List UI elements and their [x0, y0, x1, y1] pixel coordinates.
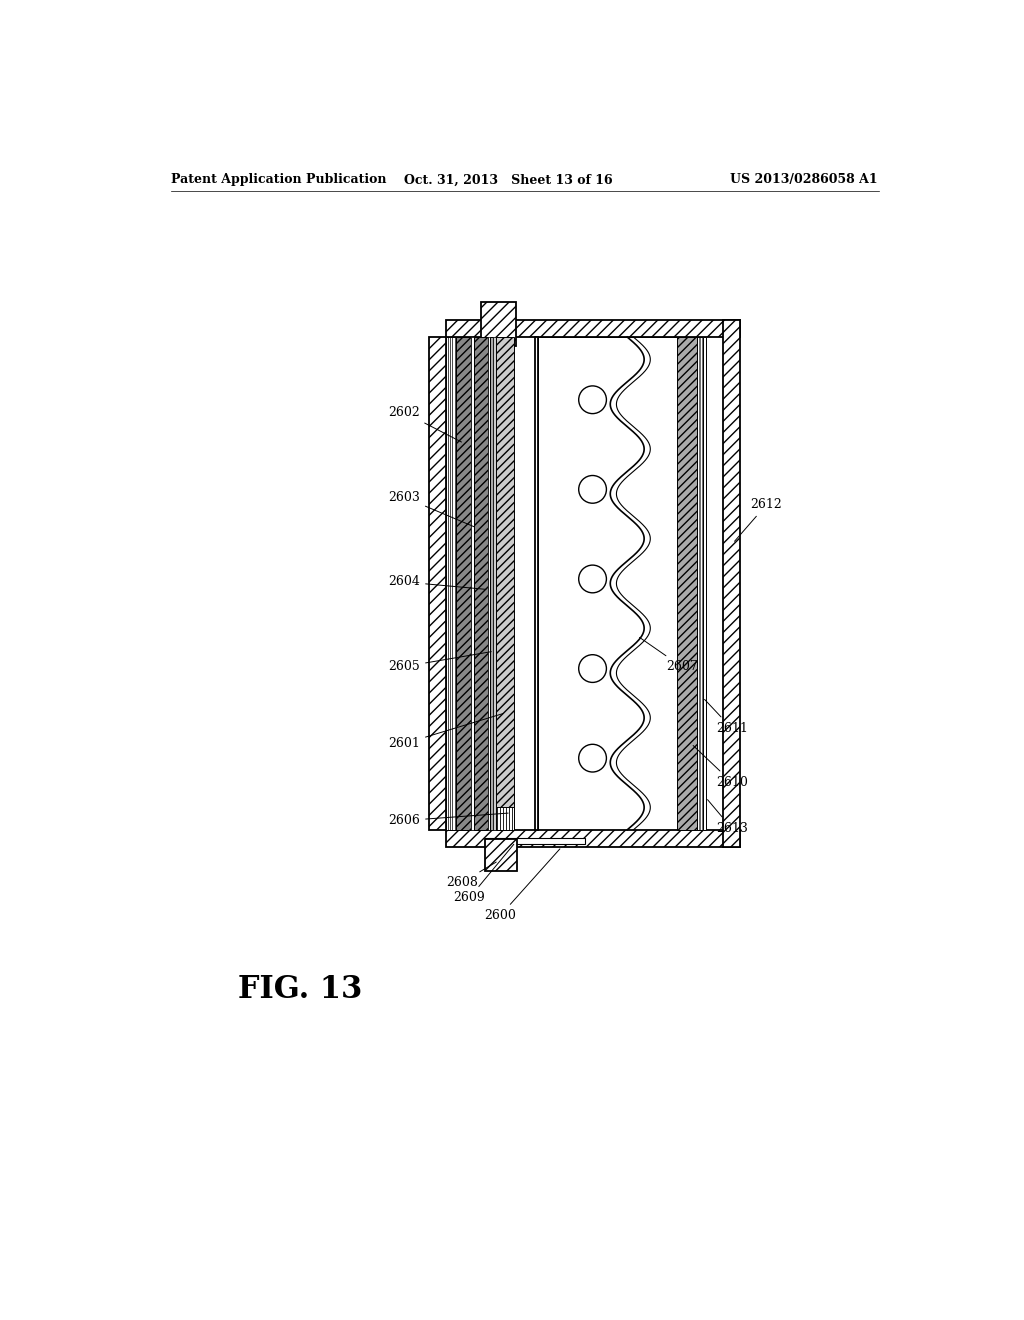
Text: 2610: 2610: [693, 746, 748, 788]
Text: Patent Application Publication: Patent Application Publication: [171, 173, 386, 186]
Text: 2604: 2604: [388, 576, 485, 589]
Bar: [496, 337, 514, 830]
Bar: [490, 337, 494, 830]
Text: 2603: 2603: [388, 491, 474, 527]
Text: 2606: 2606: [388, 813, 508, 828]
Bar: [429, 337, 446, 830]
Text: 2608: 2608: [445, 862, 497, 890]
Bar: [538, 337, 696, 830]
Text: 2600: 2600: [484, 849, 560, 923]
Text: FIG. 13: FIG. 13: [238, 974, 362, 1006]
Bar: [724, 321, 740, 847]
Text: 2601: 2601: [388, 714, 503, 750]
Text: 2605: 2605: [388, 652, 492, 673]
Bar: [677, 337, 696, 830]
Bar: [484, 840, 517, 871]
Text: 2607: 2607: [640, 638, 697, 673]
Text: US 2013/0286058 A1: US 2013/0286058 A1: [730, 173, 878, 186]
Bar: [471, 337, 474, 830]
Bar: [702, 337, 706, 830]
Bar: [474, 337, 487, 830]
Bar: [494, 337, 496, 830]
Bar: [535, 337, 538, 830]
Bar: [446, 830, 740, 847]
Bar: [456, 337, 471, 830]
Bar: [446, 337, 456, 830]
Text: 2613: 2613: [708, 800, 748, 834]
Bar: [487, 337, 490, 830]
Bar: [484, 838, 585, 845]
Bar: [496, 807, 514, 830]
Bar: [481, 302, 515, 346]
Text: 2611: 2611: [705, 700, 748, 735]
Text: 2612: 2612: [734, 499, 782, 541]
Text: 2602: 2602: [388, 407, 462, 442]
Bar: [696, 337, 702, 830]
Bar: [446, 321, 740, 337]
Text: Oct. 31, 2013   Sheet 13 of 16: Oct. 31, 2013 Sheet 13 of 16: [403, 173, 612, 186]
Text: 2609: 2609: [454, 845, 514, 904]
